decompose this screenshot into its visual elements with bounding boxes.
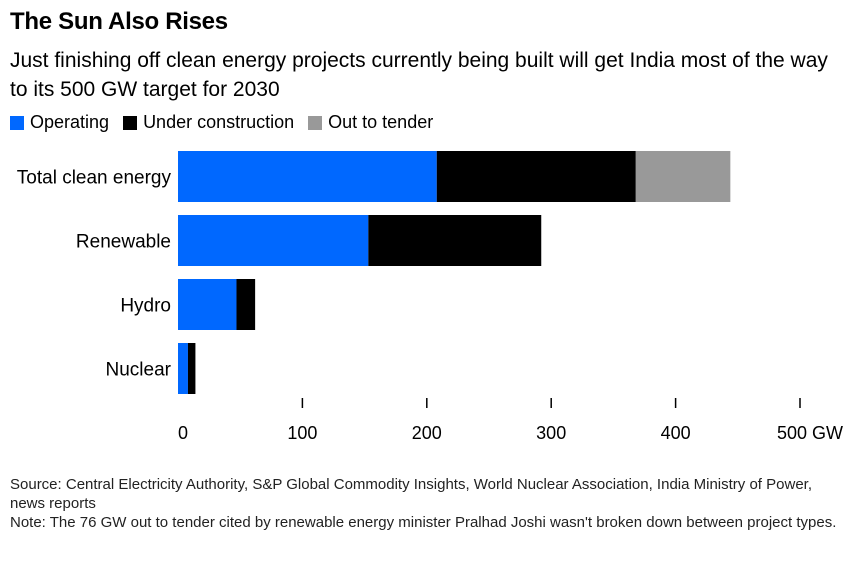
legend-swatch-operating bbox=[10, 115, 24, 130]
x-tick-label: 0 bbox=[178, 423, 188, 443]
legend-item-under-construction: Under construction bbox=[123, 112, 294, 133]
chart-title: The Sun Also Rises bbox=[10, 8, 228, 35]
bar-hydro-operating bbox=[178, 279, 237, 330]
legend-label-under-construction: Under construction bbox=[143, 112, 295, 132]
bar-hydro-under-construction bbox=[236, 279, 256, 330]
legend-swatch-under-construction bbox=[123, 115, 138, 130]
bar-renewable-operating bbox=[178, 215, 369, 266]
source-note: Source: Central Electricity Authority, S… bbox=[10, 476, 812, 512]
bar-nuclear-operating bbox=[178, 343, 188, 394]
x-tick-label: 100 bbox=[287, 423, 317, 443]
legend-label-operating: Operating bbox=[30, 112, 110, 132]
legend-label-out-to-tender: Out to tender bbox=[328, 112, 434, 132]
bar-nuclear-under-construction bbox=[187, 343, 196, 394]
category-label-nuclear: Nuclear bbox=[106, 360, 172, 381]
bar-total-clean-energy-operating bbox=[178, 151, 437, 202]
legend-item-out-to-tender: Out to tender bbox=[308, 112, 433, 133]
bar-renewable-under-construction bbox=[368, 215, 542, 266]
bar-total-clean-energy-under-construction bbox=[436, 151, 636, 202]
category-label-total-clean-energy: Total clean energy bbox=[17, 168, 172, 189]
legend-item-operating: Operating bbox=[10, 112, 109, 133]
bar-chart: Total clean energy Renewable Hydro Nuclear 0… bbox=[17, 151, 843, 443]
legend: Operating Under construction Out to tend… bbox=[10, 112, 433, 133]
x-tick-label: 400 bbox=[661, 423, 691, 443]
x-tick-label: 500 GW bbox=[777, 423, 843, 443]
bar-total-clean-energy-out-to-tender bbox=[635, 151, 731, 202]
category-label-hydro: Hydro bbox=[120, 296, 171, 317]
legend-swatch-out-to-tender bbox=[308, 115, 323, 130]
chart-subtitle: Just finishing off clean energy projects… bbox=[10, 49, 828, 101]
x-tick-label: 300 bbox=[536, 423, 566, 443]
x-tick-label: 200 bbox=[412, 423, 442, 443]
chart-notes: Source: Central Electricity Authority, S… bbox=[10, 475, 850, 532]
footnote: Note: The 76 GW out to tender cited by r… bbox=[10, 514, 837, 531]
category-label-renewable: Renewable bbox=[76, 232, 171, 253]
